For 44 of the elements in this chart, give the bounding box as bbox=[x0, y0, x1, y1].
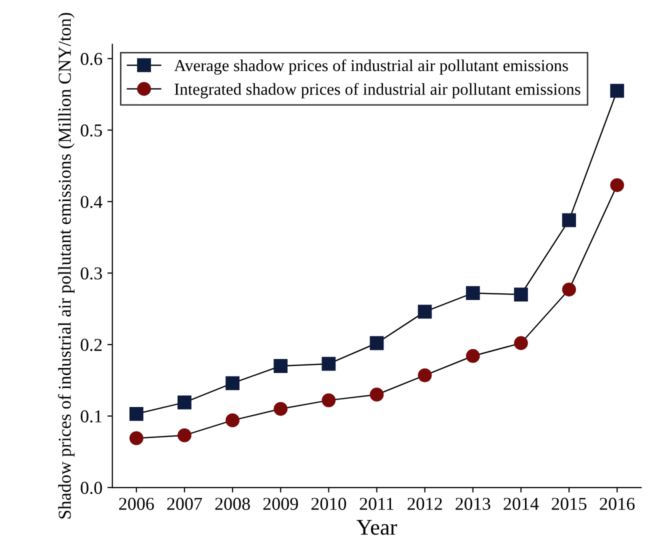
point bbox=[610, 84, 624, 98]
point bbox=[274, 402, 288, 416]
x-tick-label: 2016 bbox=[600, 498, 635, 510]
y-tick-label: 0.6 bbox=[80, 52, 102, 66]
x-tick-label: 2009 bbox=[263, 498, 298, 510]
y-tick-label: 0.2 bbox=[80, 338, 102, 352]
point bbox=[274, 359, 288, 373]
y-tick-label: 0.1 bbox=[80, 410, 102, 423]
point bbox=[370, 388, 384, 402]
x-tick-label: 2014 bbox=[504, 498, 539, 510]
legend-label: Average shadow prices of industrial air pollutant emissions bbox=[174, 59, 568, 75]
y-tick-label: 0.5 bbox=[80, 124, 102, 137]
x-tick-label: 2006 bbox=[119, 498, 154, 510]
point bbox=[370, 336, 384, 350]
y-axis-title: Shadow prices of industrial air pollutant emissions (Million CNY/ton) bbox=[58, 12, 75, 518]
x-tick-label: 2013 bbox=[456, 498, 490, 510]
point bbox=[129, 406, 144, 421]
point bbox=[610, 178, 624, 192]
point bbox=[514, 336, 528, 350]
point bbox=[129, 431, 144, 446]
point bbox=[514, 288, 528, 302]
point bbox=[466, 286, 480, 300]
x-tick-label: 2008 bbox=[215, 498, 250, 510]
point bbox=[322, 393, 336, 408]
y-tick-label: 0.4 bbox=[80, 196, 102, 208]
x-tick-label: 2012 bbox=[408, 498, 442, 510]
x-tick-label: 2011 bbox=[360, 498, 394, 510]
point bbox=[418, 304, 432, 319]
point bbox=[178, 428, 192, 442]
point bbox=[178, 396, 192, 410]
x-tick-label: 2007 bbox=[167, 498, 202, 510]
y-tick-label: 0.3 bbox=[80, 267, 102, 280]
y-tick-label: 0.0 bbox=[80, 482, 102, 494]
point bbox=[562, 282, 576, 296]
point bbox=[322, 356, 336, 371]
point bbox=[562, 213, 576, 228]
x-axis-title: Year bbox=[356, 520, 398, 535]
x-tick-label: 2015 bbox=[552, 498, 586, 510]
point bbox=[418, 368, 432, 382]
legend-label: Integrated shadow prices of industrial air pollutant emissions bbox=[174, 82, 580, 98]
x-tick-label: 2010 bbox=[311, 498, 346, 510]
point bbox=[226, 376, 240, 390]
point bbox=[466, 349, 480, 363]
point bbox=[226, 413, 240, 428]
